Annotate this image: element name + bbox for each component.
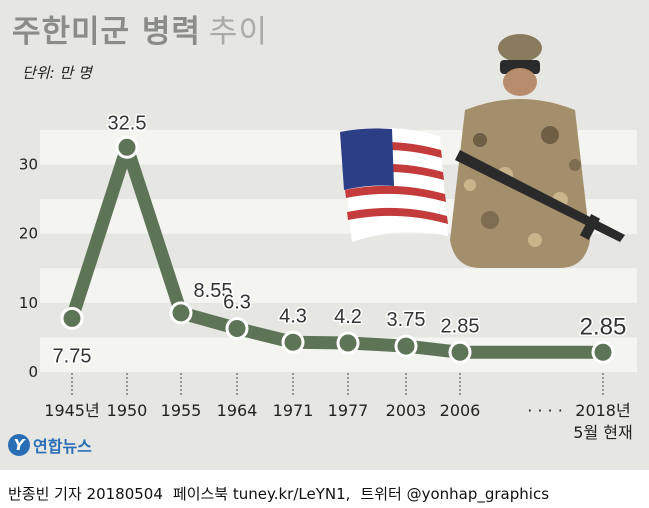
- x-axis-label: 2003: [386, 401, 427, 420]
- illustration: [340, 34, 625, 268]
- y-axis-ticks: 0 10 20 30: [19, 156, 38, 381]
- unit-label: 단위: 만 명: [22, 64, 92, 82]
- x-axis-label: 2018년: [575, 401, 630, 420]
- value-label: 7.75: [53, 345, 92, 367]
- yonhap-logo-icon: Y: [8, 434, 30, 456]
- data-point: [60, 306, 84, 330]
- graphic-background: 주한미군 병력 추이 단위: 만 명 0 10 20 30: [0, 0, 649, 470]
- yonhap-logo: Y 연합뉴스: [8, 432, 92, 458]
- value-label: 4.2: [334, 306, 362, 328]
- value-label: 6.3: [223, 291, 251, 313]
- value-label: 32.5: [108, 112, 147, 134]
- value-labels: 7.75 32.5 8.556.3 4.3 4.2 3.75 2.85 2.85: [51, 111, 628, 369]
- x-axis-label: 1964: [217, 401, 258, 420]
- title-sub: 추이: [208, 14, 268, 50]
- x-axis-labels: 1945년 1950 1955 1964 1971 1977 2003 2006 · · · ·…: [44, 401, 632, 442]
- data-point: [225, 316, 249, 340]
- data-point: [336, 331, 360, 355]
- value-label: 2.85: [580, 313, 627, 340]
- x-guide-lines: [71, 373, 604, 395]
- y-tick-label: 30: [19, 156, 38, 174]
- x-axis-label: 1955: [161, 401, 202, 420]
- data-points: [60, 135, 615, 364]
- data-point: [169, 301, 193, 325]
- title-main: 주한미군 병력: [12, 14, 201, 50]
- line-chart: 0 10 20 30: [19, 34, 637, 442]
- credit-twitter: 트위터 @yonhap_graphics: [360, 485, 550, 503]
- data-point: [448, 340, 472, 364]
- x-axis-label: 1971: [273, 401, 314, 420]
- data-point: [591, 340, 615, 364]
- value-label: 4.3: [279, 305, 307, 327]
- logo-text: 연합뉴스: [33, 437, 92, 456]
- x-axis-label: 1950: [107, 401, 148, 420]
- value-label: 8.55: [194, 280, 233, 302]
- data-point: [281, 330, 305, 354]
- data-point: [394, 334, 418, 358]
- value-label: 2.85: [441, 315, 480, 337]
- x-axis-label: 1977: [328, 401, 369, 420]
- credit-facebook: 페이스북 tuney.kr/LeYN1,: [172, 485, 351, 503]
- x-axis-label: 5월 현재: [573, 423, 632, 442]
- credit-author: 반종빈 기자 20180504: [8, 485, 163, 503]
- x-axis-label: 2006: [440, 401, 481, 420]
- value-label: 3.75: [387, 309, 426, 331]
- chart-title: 주한미군 병력 추이: [12, 6, 268, 51]
- y-tick-label: 0: [28, 363, 38, 381]
- y-tick-label: 20: [19, 225, 38, 243]
- y-tick-label: 10: [19, 294, 38, 312]
- grid-band: [40, 268, 637, 303]
- soldier-figure: [450, 34, 625, 268]
- us-flag-icon: [340, 127, 448, 242]
- data-point: [115, 135, 139, 159]
- x-axis-label: 1945년: [44, 401, 99, 420]
- x-axis-label: · · · ·: [527, 401, 563, 420]
- credit-line: 반종빈 기자 20180504 페이스북 tuney.kr/LeYN1, 트위터 @…: [8, 483, 559, 504]
